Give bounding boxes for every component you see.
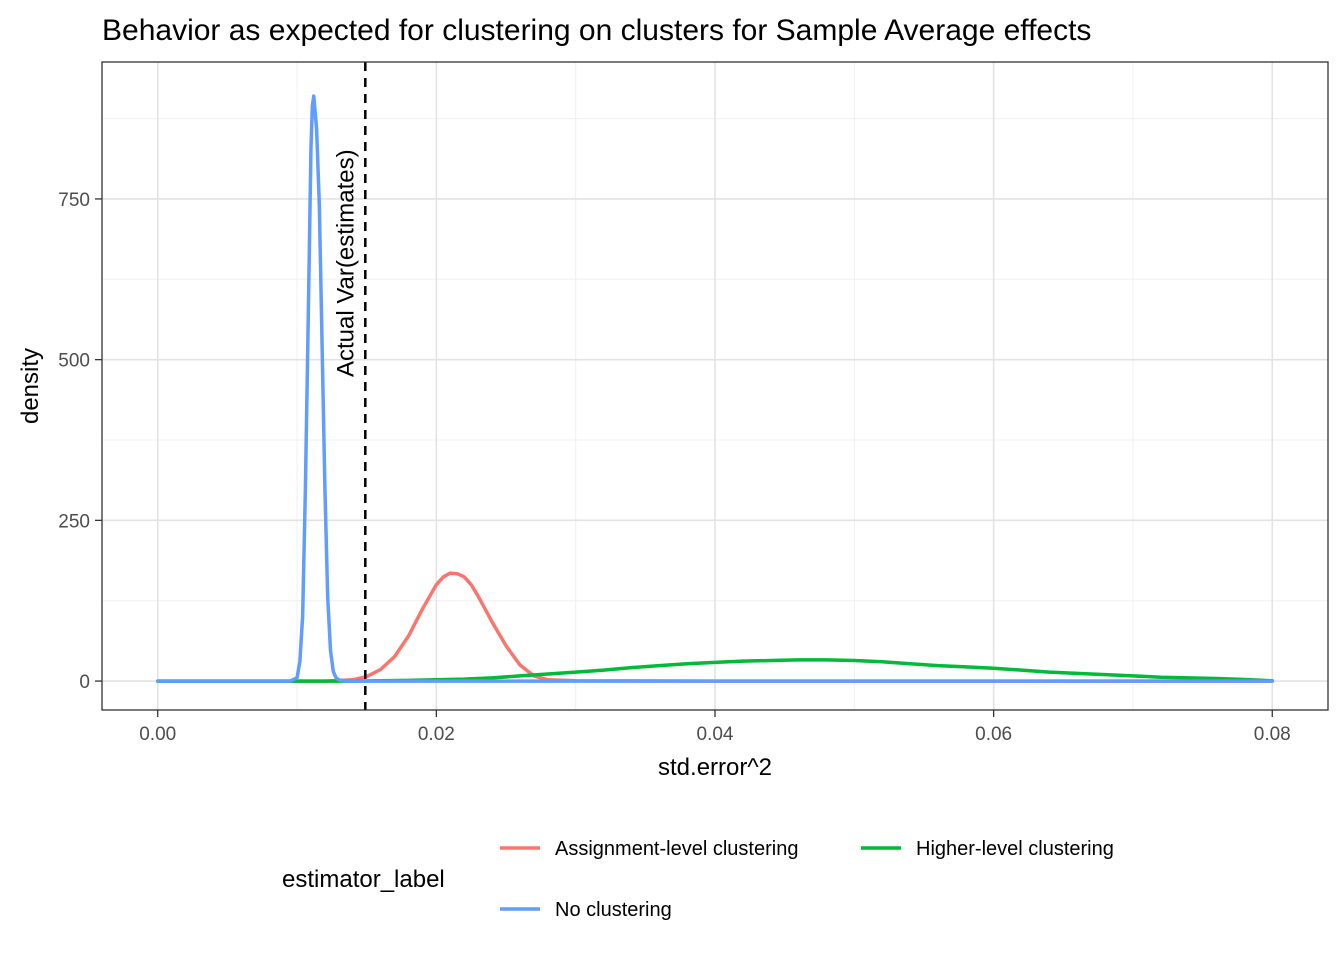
y-tick-label: 0 <box>79 672 90 693</box>
x-axis: 0.00 0.02 0.04 0.06 0.08 <box>139 710 1291 745</box>
x-axis-title: std.error^2 <box>658 754 772 781</box>
x-tick-label: 0.02 <box>418 724 455 745</box>
actual-var-label: Actual Var(estimates) <box>332 149 359 377</box>
legend-label-assignment-level: Assignment-level clustering <box>555 838 798 860</box>
legend-label-higher-level: Higher-level clustering <box>916 838 1114 860</box>
legend-label-no-clustering: No clustering <box>555 899 672 921</box>
legend-title: estimator_label <box>282 866 445 893</box>
x-tick-label: 0.08 <box>1254 724 1291 745</box>
y-tick-label: 250 <box>58 511 90 532</box>
series-layer <box>155 94 1275 683</box>
plot-panel: Actual Var(estimates) <box>101 61 1329 711</box>
x-tick-label: 0.06 <box>975 724 1012 745</box>
legend-item-higher-level: Higher-level clustering <box>861 838 1114 860</box>
legend-item-assignment-level: Assignment-level clustering <box>500 838 798 860</box>
y-axis: 0 250 500 750 <box>58 190 102 693</box>
y-tick-label: 500 <box>58 351 90 372</box>
series-line-higher-level-clustering <box>155 658 1275 683</box>
x-tick-label: 0.04 <box>697 724 734 745</box>
legend: estimator_label Assignment-level cluster… <box>282 838 1114 921</box>
x-tick-label: 0.00 <box>139 724 176 745</box>
chart-title: Behavior as expected for clustering on c… <box>102 14 1091 47</box>
y-tick-label: 750 <box>58 190 90 211</box>
series-line-no-clustering <box>155 94 1275 683</box>
legend-item-no-clustering: No clustering <box>500 899 672 921</box>
y-axis-title: density <box>17 348 44 424</box>
